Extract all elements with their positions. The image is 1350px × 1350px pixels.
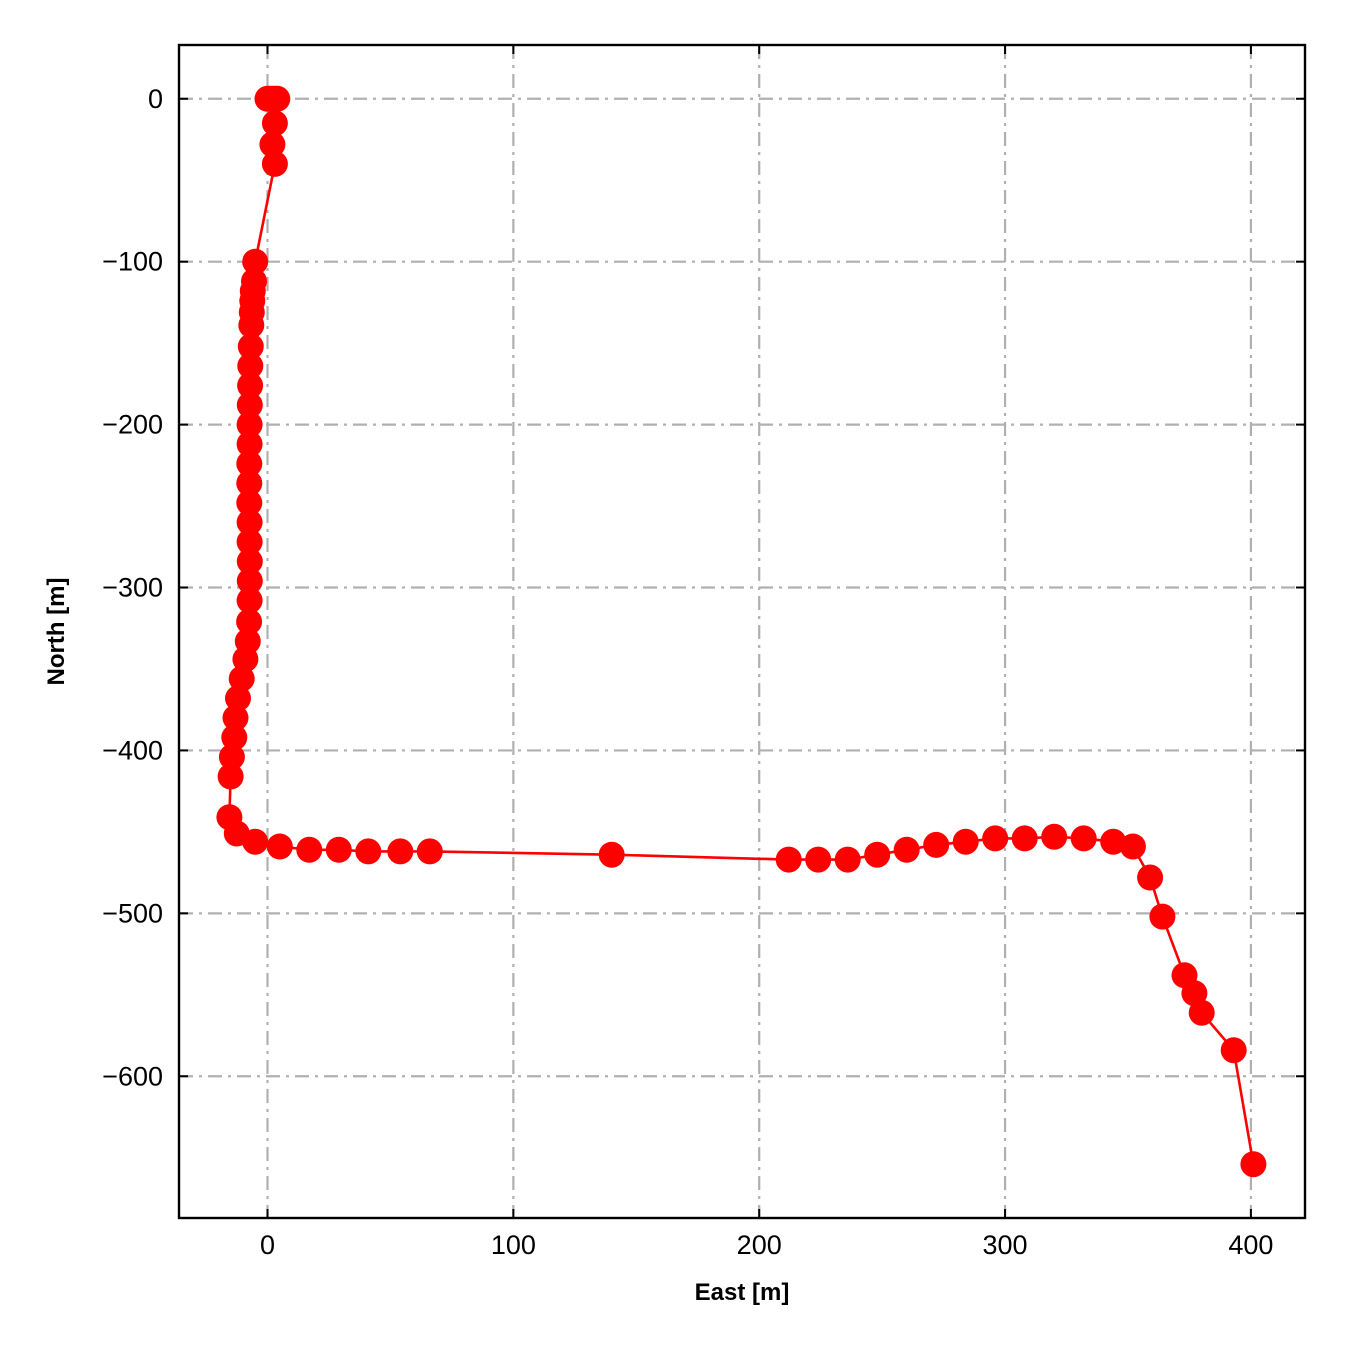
y-axis-label: North [m]: [43, 578, 70, 686]
trajectory-point: [236, 608, 263, 635]
x-tick-label: 0: [260, 1230, 275, 1260]
trajectory-point: [236, 568, 263, 594]
trajectory-point: [232, 646, 259, 673]
trajectory-point: [893, 836, 920, 863]
trajectory-point: [264, 85, 291, 112]
trajectory-point: [221, 724, 248, 751]
plot-frame: [177, 43, 1307, 1220]
trajectory-point: [236, 548, 263, 575]
y-tick-label: −100: [102, 247, 163, 277]
trajectory-point: [1100, 828, 1127, 855]
trajectory-point: [1137, 864, 1164, 891]
trajectory-point: [805, 846, 832, 873]
axis-ticks: 0 100 200 300 400 0 −100 −200 −300 −400 −500 −600: [102, 45, 1305, 1260]
trajectory-point: [236, 528, 263, 555]
grid-lines: [179, 45, 1305, 1218]
trajectory-point: [242, 248, 269, 275]
trajectory-point: [1011, 825, 1038, 852]
x-tick-label: 400: [1228, 1230, 1273, 1260]
trajectory-point: [1070, 825, 1097, 852]
trajectory-point: [236, 450, 263, 477]
y-tick-label: −500: [102, 898, 163, 928]
trajectory-point: [217, 763, 244, 790]
trajectory-point: [952, 828, 979, 855]
y-tick-label: −300: [102, 573, 163, 603]
trajectory-point: [834, 846, 861, 873]
trajectory-point: [261, 150, 288, 177]
series-layer: [216, 85, 1267, 1178]
trajectory-point: [1119, 833, 1146, 860]
y-tick-label: −200: [102, 410, 163, 440]
trajectory-point: [236, 489, 263, 516]
trajectory-point: [387, 838, 414, 865]
trajectory-point: [261, 110, 288, 137]
trajectory-point: [1041, 823, 1068, 850]
x-tick-label: 100: [491, 1230, 536, 1260]
y-tick-label: 0: [148, 84, 163, 114]
trajectory-point: [242, 828, 269, 855]
trajectory-point: [222, 704, 249, 731]
trajectory-point: [218, 743, 245, 770]
trajectory-point: [325, 836, 352, 863]
x-tick-label: 200: [737, 1230, 782, 1260]
trajectory-point: [237, 333, 264, 360]
trajectory-point: [237, 372, 264, 399]
trajectory-point: [1220, 1037, 1247, 1064]
trajectory-point: [775, 846, 802, 873]
trajectory-point: [228, 665, 255, 692]
trajectory-point: [237, 352, 264, 379]
x-tick-label: 300: [983, 1230, 1028, 1260]
trajectory-point: [1240, 1151, 1267, 1178]
x-axis-label: East [m]: [695, 1279, 790, 1306]
trajectory-point: [355, 838, 382, 865]
y-tick-label: −600: [102, 1061, 163, 1091]
trajectory-point: [1188, 999, 1215, 1026]
trajectory-point: [236, 431, 263, 458]
trajectory-point: [236, 587, 263, 614]
trajectory-point: [864, 841, 891, 868]
trajectory-point: [259, 131, 286, 158]
trajectory-point: [416, 838, 443, 865]
trajectory-point: [236, 470, 263, 497]
trajectory-point: [1149, 903, 1176, 930]
trajectory-point: [266, 833, 293, 860]
trajectory-point: [598, 841, 625, 868]
trajectory-point: [236, 392, 263, 418]
trajectory-point: [225, 685, 251, 712]
trajectory-point: [236, 411, 263, 438]
y-tick-label: −400: [102, 735, 163, 765]
trajectory-point: [1181, 980, 1208, 1007]
trajectory-point: [296, 836, 323, 863]
trajectory-point: [236, 509, 263, 536]
trajectory-point: [982, 825, 1009, 852]
trajectory-point: [923, 831, 950, 858]
trajectory-point: [238, 312, 265, 339]
